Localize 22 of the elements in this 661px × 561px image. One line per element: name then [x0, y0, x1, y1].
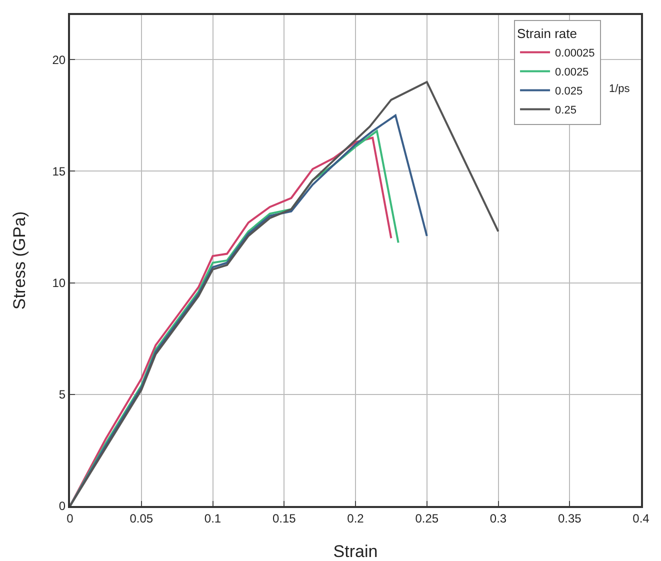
- legend-title: Strain rate: [517, 26, 578, 41]
- x-tick-label: 0.3: [490, 511, 507, 526]
- annotation: 1/ps: [609, 83, 630, 95]
- x-tick-label: 0.2: [347, 511, 364, 526]
- x-tick-label: 0.05: [130, 511, 154, 526]
- x-tick-label: 0.1: [204, 511, 222, 526]
- y-axis-title: Stress (GPa): [10, 211, 29, 310]
- x-axis-title: Strain: [333, 542, 378, 561]
- y-tick-label: 10: [52, 276, 66, 290]
- x-tick-label: 0.35: [558, 511, 582, 526]
- y-tick-label: 15: [52, 164, 66, 178]
- y-tick-label: 0: [58, 499, 66, 514]
- y-tick-label: 20: [52, 52, 66, 67]
- y-tick-label: 5: [58, 388, 66, 402]
- legend-label: 0.025: [555, 86, 583, 98]
- legend-label: 0.00025: [555, 48, 595, 60]
- x-tick-label: 0.25: [415, 511, 439, 526]
- line-series: [70, 80, 500, 506]
- legend-label: 0.25: [555, 104, 576, 117]
- legend-label: 0.0025: [555, 66, 589, 79]
- x-tick-label: 0.15: [272, 511, 296, 526]
- x-tick-label: 0.4: [632, 511, 650, 526]
